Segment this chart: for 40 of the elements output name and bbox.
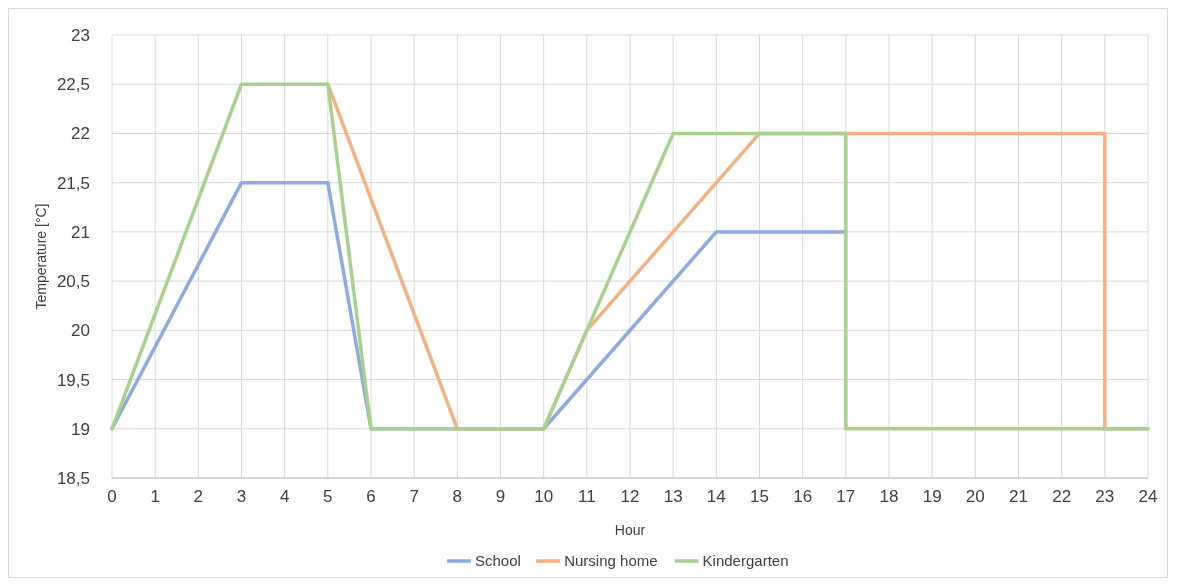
- x-tick-label: 7: [409, 487, 419, 506]
- x-tick-label: 6: [366, 487, 376, 506]
- x-tick-label: 8: [452, 487, 463, 506]
- x-tick-label: 16: [793, 487, 813, 506]
- x-tick-label: 10: [534, 487, 554, 506]
- y-axis-title: Temperature [°C]: [33, 203, 49, 310]
- y-tick-label: 21,5: [56, 173, 90, 193]
- x-tick-label: 22: [1052, 487, 1072, 506]
- x-tick-label: 1: [150, 487, 160, 506]
- y-tick-label: 21: [71, 222, 90, 242]
- x-tick-label: 24: [1138, 487, 1158, 506]
- x-tick-label: 21: [1009, 487, 1028, 506]
- x-tick-label: 2: [193, 487, 204, 506]
- y-tick-label: 20,5: [56, 272, 90, 292]
- x-tick-label: 5: [323, 487, 333, 506]
- legend-label: Kindergarten: [702, 552, 789, 569]
- x-tick-label: 14: [706, 487, 726, 506]
- y-tick-label: 19,5: [56, 370, 90, 390]
- legend-label: School: [475, 552, 521, 569]
- legend-label: Nursing home: [564, 552, 658, 569]
- y-tick-label: 19: [71, 419, 90, 439]
- x-tick-label: 15: [750, 487, 769, 506]
- x-tick-label: 17: [836, 487, 856, 506]
- y-tick-label: 18,5: [56, 469, 90, 488]
- x-tick-label: 23: [1095, 487, 1115, 506]
- x-tick-label: 0: [107, 487, 117, 506]
- y-tick-label: 22: [71, 124, 90, 144]
- x-tick-label: 18: [879, 487, 899, 506]
- x-tick-label: 19: [922, 487, 942, 506]
- x-tick-label: 11: [578, 487, 596, 506]
- y-tick-label: 23: [71, 26, 90, 45]
- x-tick-label: 9: [495, 487, 506, 506]
- x-axis-title: Hour: [614, 522, 646, 538]
- x-tick-label: 12: [620, 487, 640, 506]
- x-tick-label: 3: [236, 487, 247, 506]
- x-tick-label: 13: [663, 487, 683, 506]
- y-tick-label: 20: [71, 321, 90, 341]
- x-tick-label: 20: [965, 487, 985, 506]
- x-tick-label: 4: [279, 487, 290, 506]
- y-tick-label: 22,5: [56, 75, 90, 95]
